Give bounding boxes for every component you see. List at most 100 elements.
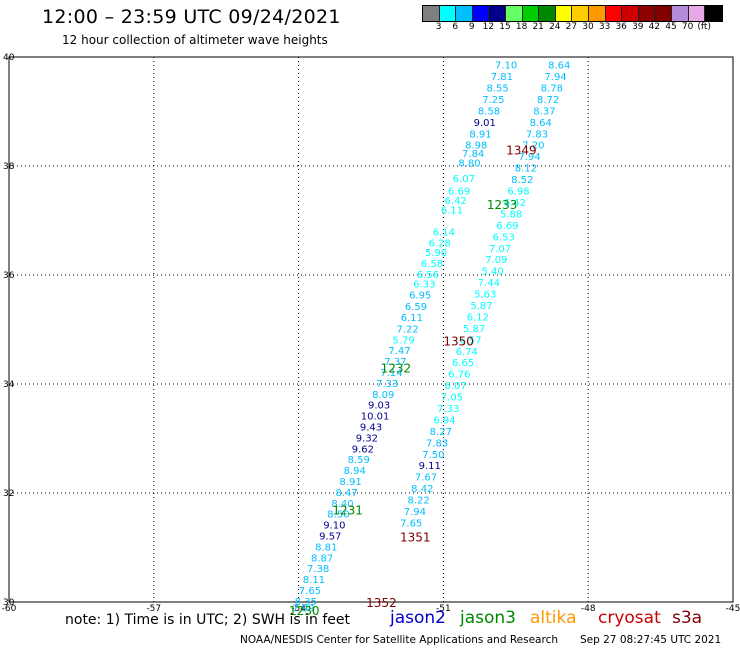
colorbar-tick-label: 45 [665,22,677,32]
wave-height-label: 6.95 [409,291,431,302]
wave-height-label: 8.58 [478,106,500,117]
wave-height-label: 8.40 [331,499,353,510]
colorbar-tick-label: 18 [515,22,528,32]
legend-jason2: jason2 [390,608,446,628]
wave-height-label: 7.83 [426,438,448,449]
page-title: 12:00 – 23:59 UTC 09/24/2021 [42,6,341,28]
wave-height-label: 8.09 [372,390,394,401]
wave-height-label: 6.58 [421,259,443,270]
legend-altika: altika [530,608,577,628]
wave-height-label: 6.74 [456,347,478,358]
colorbar-tick-labels: 3 6 9 12 15 18 21 24 27 30 33 36 39 42 45 70 (ft) [0,22,740,34]
wave-height-label: 6.11 [441,206,463,217]
lon-tick-label: -48 [581,604,596,614]
colorbar-tick-label: 6 [452,22,459,32]
wave-height-label: 7.65 [400,518,422,529]
colorbar-swatch [555,6,573,21]
wave-height-label: 8.47 [335,488,357,499]
wave-height-label: 9.62 [352,444,374,455]
wave-height-label: 7.33 [376,379,398,390]
wave-height-label: 8.35 [295,597,317,608]
wave-height-label: 6.53 [493,232,515,243]
wave-height-label: 7.14 [380,368,402,379]
legend-jason3: jason3 [460,608,516,628]
colorbar-tick-label: 15 [499,22,511,32]
colorbar-tick-label: 9 [468,22,475,32]
colorbar-swatch [472,6,490,21]
wave-height-label: 8.87 [311,553,333,564]
wave-height-label: 8.80 [458,159,480,170]
wave-height-label: 6.07 [444,381,466,392]
wave-height-label: 8.98 [465,141,487,152]
wave-height-label: 6.12 [467,312,489,323]
wave-height-label: 6.76 [448,370,470,381]
wave-height-label: 8.50 [327,510,349,521]
pass-number-label: 1352 [366,596,397,610]
colorbar-swatch [489,6,506,21]
wave-height-label: 6.14 [433,227,455,238]
wave-height-label: 8.27 [430,427,452,438]
colorbar-swatch [655,6,672,21]
pass-number-label: 1232 [381,362,412,376]
pass-number-label: 1349 [506,144,537,158]
page-subtitle: 12 hour collection of altimeter wave hei… [62,33,328,47]
wave-height-label: 7.65 [299,586,321,597]
wave-height-label: 5.40 [481,267,503,278]
colorbar-swatch [439,6,457,21]
pass-number-label: 1351 [400,531,431,545]
lat-tick-label: 32 [3,489,14,499]
wave-height-label: 9.32 [356,433,378,444]
wave-height-label: 7.50 [422,450,444,461]
colorbar-tick-label: 24 [549,22,561,32]
colorbar-tick-label: 39 [632,22,644,32]
lon-tick-label: -45 [726,604,740,614]
wave-height-label: 7.10 [495,61,517,72]
wave-height-label: 8.64 [548,61,570,72]
wave-height-label: 5.90 [425,248,447,259]
colorbar-swatch [622,6,639,21]
wave-height-label: 9.03 [368,401,390,412]
wave-height-label: 5.88 [500,209,522,220]
wave-height-label: 6.59 [405,302,427,313]
colorbar-swatch [688,6,706,21]
wave-height-label: 7.67 [415,473,437,484]
wave-height-label: 10.01 [361,412,390,423]
wave-height-label: 6.28 [429,238,451,249]
wave-height-label: 6.69 [496,221,518,232]
wave-height-label: 8.94 [344,466,366,477]
lon-tick-label: -60 [2,604,17,614]
wave-height-label: 7.81 [491,72,513,83]
wave-height-label: 7.84 [462,149,484,160]
colorbar-swatch [638,6,656,21]
credit-text: NOAA/NESDIS Center for Satellite Applica… [240,634,558,646]
lon-tick-label: -57 [146,604,161,614]
colorbar-tick-label: (ft) [697,22,711,32]
wave-height-label: 7.94 [519,152,541,163]
colorbar-swatch [423,6,440,21]
colorbar-tick-label: 12 [482,22,495,32]
colorbar-tick-label: 70 [681,22,694,32]
pass-number-label: 1230 [289,604,320,618]
wave-height-label: 7.25 [482,95,504,106]
lon-tick-label: -54 [291,604,306,614]
wave-height-label: 5.87 [463,324,485,335]
wave-height-label: 8.81 [315,542,337,553]
wave-height-label: 6.33 [413,280,435,291]
colorbar-swatch [522,6,540,21]
colorbar-swatch [605,6,623,21]
legend-s3a: s3a [672,608,703,628]
wave-height-label: 7.05 [441,393,463,404]
wave-height-label: 8.42 [411,484,433,495]
lat-tick-label: 30 [3,598,15,608]
colorbar-tick-label: 3 [435,22,442,32]
wave-height-label: 7.47 [388,346,410,357]
wave-height-label: 7.94 [544,72,566,83]
colorbar-tick-label: 21 [532,22,544,32]
colorbar-swatch [588,6,606,21]
wave-height-label: 7.99 [292,603,314,614]
wave-height-label: 6.69 [448,187,470,198]
wave-height-label: 7.44 [478,278,500,289]
wave-height-label: 8.91 [340,477,362,488]
colorbar-swatch [705,6,722,21]
